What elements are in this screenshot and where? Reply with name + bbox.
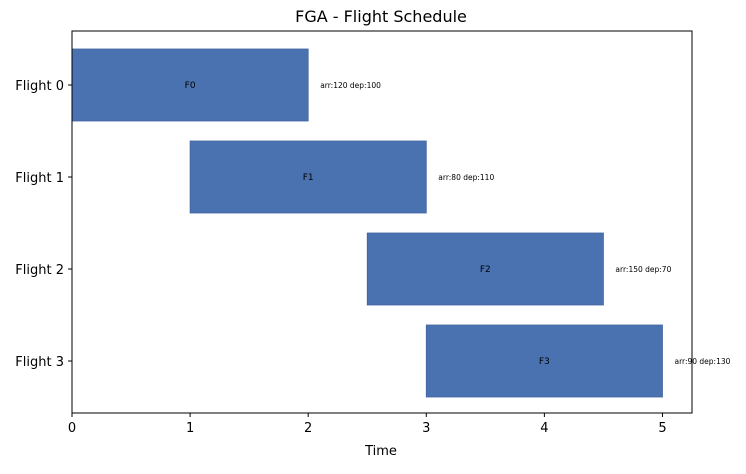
y-tick-label: Flight 3 — [15, 355, 64, 370]
x-tick-label: 5 — [658, 421, 666, 436]
flight-bar — [71, 48, 309, 122]
flight-bar — [189, 140, 427, 214]
chart-title: FGA - Flight Schedule — [295, 7, 467, 26]
axes-layer: Flight 0 Flight 1 Flight 2 Flight 3 0 1 2 3 4 5 — [15, 30, 693, 436]
bar-label: F3 — [539, 357, 550, 367]
plot-frame — [71, 30, 693, 414]
bar-label: F0 — [185, 81, 196, 91]
bars-layer: F0 arr:120 dep:100 F1 arr:80 dep:110 F2 arr:1… — [71, 48, 731, 398]
x-tick-label: 2 — [304, 421, 312, 436]
x-axis-label: Time — [364, 444, 397, 459]
y-tick-label: Flight 1 — [15, 171, 64, 186]
x-tick-label: 1 — [186, 421, 194, 436]
bar-label: F2 — [480, 265, 491, 275]
y-tick-label: Flight 0 — [15, 79, 64, 94]
flight-annotation: arr:80 dep:110 — [438, 173, 494, 182]
flight-annotation: arr:120 dep:100 — [320, 81, 381, 90]
flight-bar — [425, 324, 663, 398]
x-tick-label: 4 — [540, 421, 548, 436]
flight-annotation: arr:90 dep:130 — [674, 357, 730, 366]
flight-annotation: arr:150 dep:70 — [615, 265, 671, 274]
x-tick-label: 3 — [422, 421, 430, 436]
flight-bar — [366, 232, 604, 306]
bar-label: F1 — [303, 173, 314, 183]
x-tick-label: 0 — [68, 421, 76, 436]
y-tick-label: Flight 2 — [15, 263, 64, 278]
